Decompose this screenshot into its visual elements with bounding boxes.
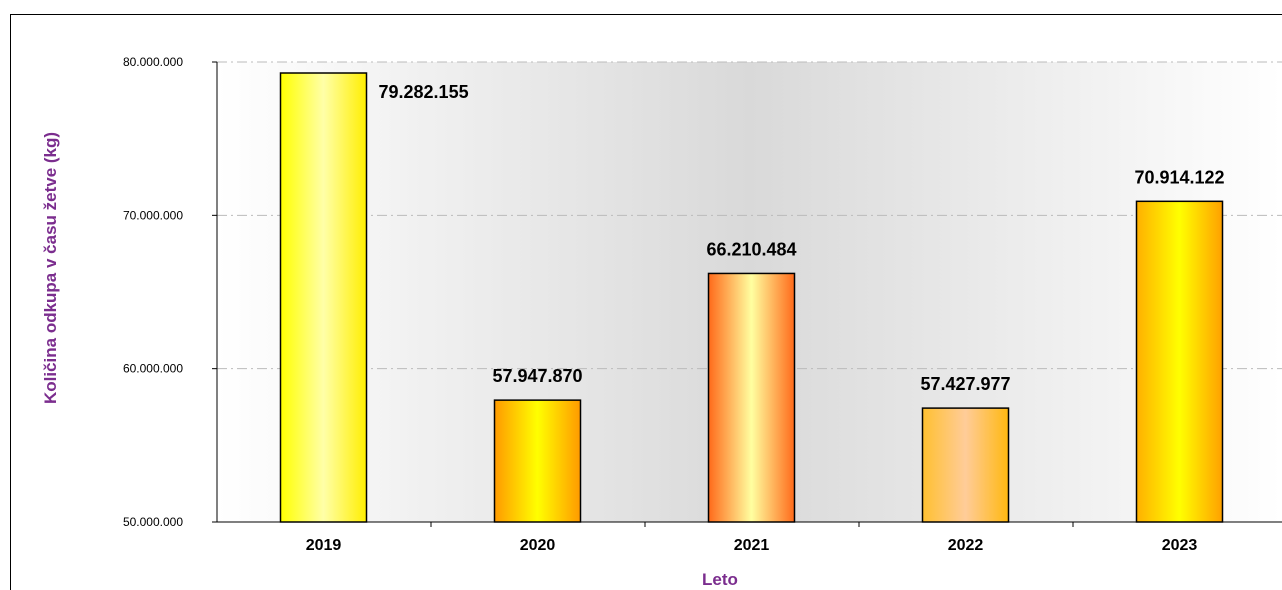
bar-2020 — [493, 399, 582, 523]
x-tick-label-2020: 2020 — [520, 537, 556, 554]
bar-2022 — [921, 407, 1010, 523]
x-tick-label-2019: 2019 — [306, 537, 342, 554]
x-tick-labels: 2019 2020 2021 2022 2023 — [306, 522, 1198, 554]
bars — [279, 72, 1224, 523]
y-tick-label: 70.000.000 — [123, 208, 183, 222]
x-tick-label-2022: 2022 — [948, 537, 984, 554]
data-label-2022: 57.427.977 — [920, 374, 1010, 394]
chart-frame — [10, 14, 1282, 590]
y-tick-label: 50.000.000 — [123, 515, 183, 529]
gridlines — [217, 61, 1282, 370]
x-tick-label-2023: 2023 — [1162, 537, 1198, 554]
axes — [216, 62, 1282, 523]
data-label-2023: 70.914.122 — [1134, 167, 1224, 187]
y-axis-title: Količina odkupa v času žetve (kg) — [41, 132, 60, 404]
data-label-2019: 79.282.155 — [379, 82, 469, 102]
bar-2019 — [279, 72, 368, 523]
x-tick-label-2021: 2021 — [734, 537, 770, 554]
y-tick-label: 80.000.000 — [123, 55, 183, 69]
data-label-2020: 57.947.870 — [492, 366, 582, 386]
bar-2023 — [1135, 200, 1224, 523]
bar-2021 — [707, 272, 796, 523]
data-labels: 79.282.155 57.947.870 66.210.484 57.427.977… — [379, 82, 1225, 394]
y-tick-labels: 50.000.000 60.000.000 70.000.000 80.000.000 — [123, 55, 217, 529]
x-axis-title: Leto — [702, 570, 738, 589]
data-label-2021: 66.210.484 — [706, 239, 796, 259]
y-tick-label: 60.000.000 — [123, 362, 183, 376]
